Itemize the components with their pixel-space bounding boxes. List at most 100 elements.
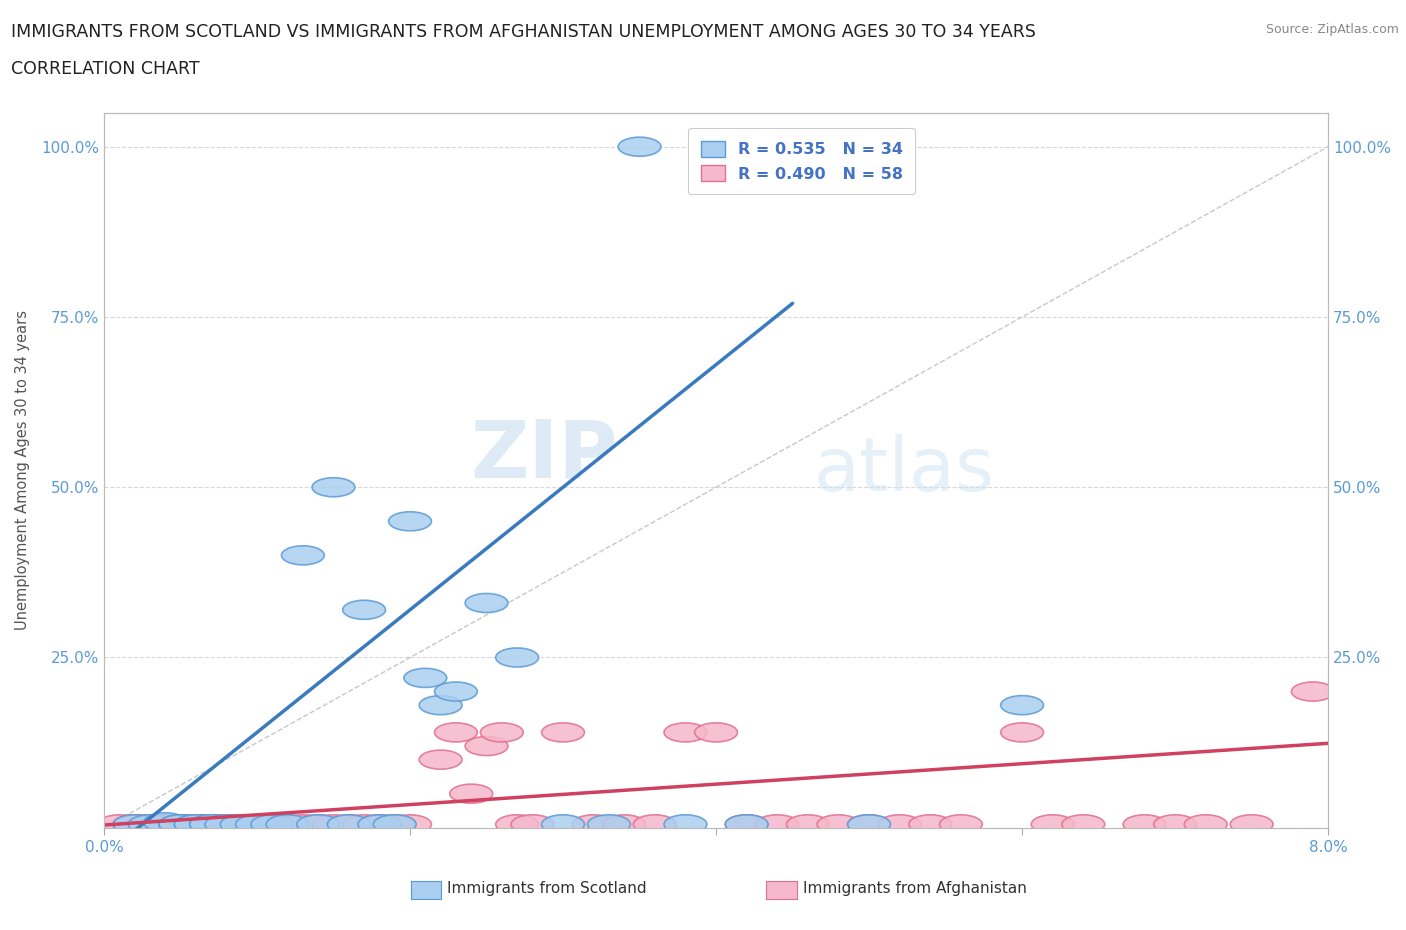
Ellipse shape [1062,815,1105,834]
Ellipse shape [510,815,554,834]
Ellipse shape [159,815,202,834]
Ellipse shape [190,815,232,834]
Ellipse shape [619,137,661,156]
Ellipse shape [419,696,463,714]
Ellipse shape [496,648,538,667]
Ellipse shape [328,815,370,834]
Ellipse shape [450,784,492,804]
Ellipse shape [541,815,585,834]
Ellipse shape [695,723,738,742]
Ellipse shape [725,815,768,834]
Ellipse shape [541,723,585,742]
Ellipse shape [159,815,202,834]
Ellipse shape [190,815,232,834]
Ellipse shape [603,815,645,834]
Legend: R = 0.535   N = 34, R = 0.490   N = 58: R = 0.535 N = 34, R = 0.490 N = 58 [688,127,915,194]
Ellipse shape [1123,815,1166,834]
Ellipse shape [588,815,630,834]
Text: atlas: atlas [814,433,995,507]
Ellipse shape [266,815,309,834]
Ellipse shape [373,815,416,834]
Ellipse shape [908,815,952,834]
Ellipse shape [190,815,232,834]
Text: CORRELATION CHART: CORRELATION CHART [11,60,200,78]
Text: Immigrants from Scotland: Immigrants from Scotland [447,881,647,896]
Ellipse shape [112,815,156,834]
Ellipse shape [221,815,263,834]
Ellipse shape [725,815,768,834]
Ellipse shape [236,815,278,834]
Ellipse shape [297,815,340,834]
Ellipse shape [1184,815,1227,834]
Ellipse shape [128,815,172,834]
Ellipse shape [664,723,707,742]
Ellipse shape [143,813,187,831]
Ellipse shape [817,815,860,834]
Ellipse shape [879,815,921,834]
Ellipse shape [128,815,172,834]
Text: ZIP: ZIP [471,417,619,495]
Ellipse shape [343,815,385,834]
Ellipse shape [112,815,156,834]
Ellipse shape [236,815,278,834]
Ellipse shape [328,815,370,834]
Ellipse shape [572,815,614,834]
Ellipse shape [848,815,890,834]
Ellipse shape [1154,815,1197,834]
Ellipse shape [250,815,294,834]
Ellipse shape [205,815,247,834]
Ellipse shape [1031,815,1074,834]
Ellipse shape [373,815,416,834]
Ellipse shape [174,815,217,834]
Ellipse shape [664,815,707,834]
Ellipse shape [1230,815,1272,834]
Ellipse shape [190,815,232,834]
Ellipse shape [848,815,890,834]
Ellipse shape [404,669,447,687]
Ellipse shape [159,815,202,834]
Ellipse shape [388,815,432,834]
Text: IMMIGRANTS FROM SCOTLAND VS IMMIGRANTS FROM AFGHANISTAN UNEMPLOYMENT AMONG AGES : IMMIGRANTS FROM SCOTLAND VS IMMIGRANTS F… [11,23,1036,41]
Ellipse shape [1001,696,1043,714]
Ellipse shape [939,815,983,834]
Ellipse shape [786,815,830,834]
Ellipse shape [312,478,354,497]
Ellipse shape [143,815,187,834]
Ellipse shape [266,815,309,834]
Ellipse shape [481,723,523,742]
Ellipse shape [98,815,141,834]
Ellipse shape [174,815,217,834]
Ellipse shape [1001,723,1043,742]
Ellipse shape [419,751,463,769]
Ellipse shape [236,815,278,834]
Ellipse shape [465,737,508,755]
Ellipse shape [221,815,263,834]
Ellipse shape [359,815,401,834]
Ellipse shape [434,682,478,701]
Y-axis label: Unemployment Among Ages 30 to 34 years: Unemployment Among Ages 30 to 34 years [15,311,30,631]
Ellipse shape [159,815,202,834]
Ellipse shape [250,815,294,834]
Ellipse shape [297,815,340,834]
Ellipse shape [281,815,325,834]
Ellipse shape [359,815,401,834]
Text: Source: ZipAtlas.com: Source: ZipAtlas.com [1265,23,1399,36]
Ellipse shape [205,815,247,834]
Ellipse shape [205,815,247,834]
Ellipse shape [112,815,156,834]
Ellipse shape [174,815,217,834]
Ellipse shape [281,546,325,565]
Ellipse shape [756,815,799,834]
Ellipse shape [1292,682,1334,701]
Ellipse shape [634,815,676,834]
Ellipse shape [465,593,508,613]
Ellipse shape [388,512,432,531]
Text: Immigrants from Afghanistan: Immigrants from Afghanistan [803,881,1026,896]
Ellipse shape [434,723,478,742]
Ellipse shape [221,815,263,834]
Ellipse shape [343,600,385,619]
Ellipse shape [312,815,354,834]
Ellipse shape [143,815,187,834]
Ellipse shape [496,815,538,834]
Ellipse shape [174,815,217,834]
